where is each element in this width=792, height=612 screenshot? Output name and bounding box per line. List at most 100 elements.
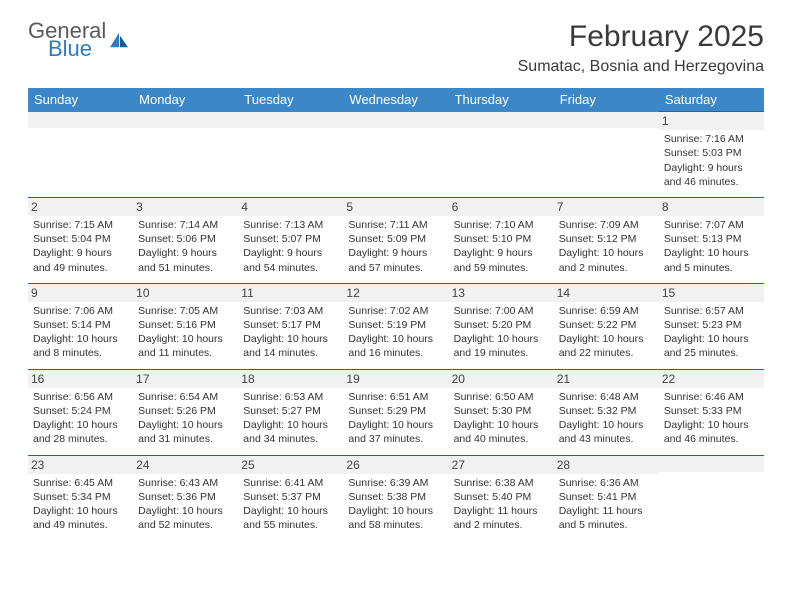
day-info-line: and 8 minutes. (33, 346, 128, 360)
day-info-line: Sunset: 5:06 PM (138, 232, 233, 246)
day-info-line: Sunrise: 6:50 AM (454, 390, 549, 404)
logo-text-blue: Blue (48, 38, 106, 60)
day-number: 10 (133, 284, 238, 302)
day-info-line: Daylight: 10 hours (33, 332, 128, 346)
day-header-tuesday: Tuesday (238, 88, 343, 112)
day-info-line: Daylight: 10 hours (664, 332, 759, 346)
calendar-day: 20Sunrise: 6:50 AMSunset: 5:30 PMDayligh… (449, 369, 554, 455)
day-info-line: and 49 minutes. (33, 518, 128, 532)
calendar-day: 4Sunrise: 7:13 AMSunset: 5:07 PMDaylight… (238, 197, 343, 283)
calendar-week: 16Sunrise: 6:56 AMSunset: 5:24 PMDayligh… (28, 369, 764, 455)
day-info-line: Daylight: 9 hours (138, 246, 233, 260)
calendar-empty (238, 112, 343, 198)
calendar-day: 23Sunrise: 6:45 AMSunset: 5:34 PMDayligh… (28, 455, 133, 540)
day-header-monday: Monday (133, 88, 238, 112)
day-info-line: Sunset: 5:14 PM (33, 318, 128, 332)
day-info-line: Sunset: 5:24 PM (33, 404, 128, 418)
day-info-line: Sunset: 5:13 PM (664, 232, 759, 246)
calendar-week: 23 Sunrise: 6:45 AMSunset: 5:34 PM Dayligh… (28, 455, 764, 540)
day-number-blank (659, 456, 764, 472)
day-info-line: Daylight: 9 hours (33, 246, 128, 260)
day-header-row: SundayMondayTuesdayWednesdayThursdayFrid… (28, 88, 764, 112)
day-info-line: Daylight: 10 hours (348, 418, 443, 432)
day-number: 9 (28, 284, 133, 302)
calendar-week: 1Sunrise: 7:16 AMSunset: 5:03 PMDaylight… (28, 112, 764, 198)
day-info-line: Daylight: 9 hours (664, 161, 759, 175)
calendar-day: 22Sunrise: 6:46 AMSunset: 5:33 PMDayligh… (659, 369, 764, 455)
day-info-line: Sunrise: 6:45 AM (33, 476, 128, 490)
logo-text-stack: General Blue (28, 20, 106, 60)
day-info-line: Daylight: 10 hours (243, 332, 338, 346)
day-info-line: and 37 minutes. (348, 432, 443, 446)
day-info-line: Daylight: 10 hours (243, 418, 338, 432)
calendar-empty (133, 112, 238, 198)
calendar-day: 19Sunrise: 6:51 AMSunset: 5:29 PMDayligh… (343, 369, 448, 455)
day-number-blank (28, 112, 133, 128)
day-info-line: Sunset: 5:41 PM (559, 490, 654, 504)
day-number: 25 (238, 456, 343, 474)
day-info-line: Sunrise: 6:53 AM (243, 390, 338, 404)
day-info-line: Sunset: 5:04 PM (33, 232, 128, 246)
day-info-line: Sunset: 5:33 PM (664, 404, 759, 418)
day-info-line: Daylight: 10 hours (138, 504, 233, 518)
day-info-line: Sunrise: 7:02 AM (348, 304, 443, 318)
day-info-line: and 57 minutes. (348, 261, 443, 275)
day-number-blank (133, 112, 238, 128)
calendar-day: 15Sunrise: 6:57 AMSunset: 5:23 PMDayligh… (659, 283, 764, 369)
day-info-line: and 31 minutes. (138, 432, 233, 446)
day-info-line: Sunset: 5:22 PM (559, 318, 654, 332)
day-info-line: Sunset: 5:37 PM (243, 490, 338, 504)
day-info-line: Sunset: 5:34 PM (33, 490, 128, 504)
day-info-line: and 34 minutes. (243, 432, 338, 446)
calendar-day: 21Sunrise: 6:48 AMSunset: 5:32 PMDayligh… (554, 369, 659, 455)
calendar-day: 13Sunrise: 7:00 AMSunset: 5:20 PMDayligh… (449, 283, 554, 369)
calendar-day: 1Sunrise: 7:16 AMSunset: 5:03 PMDaylight… (659, 112, 764, 198)
day-info-line: and 2 minutes. (559, 261, 654, 275)
day-info-line: Daylight: 11 hours (454, 504, 549, 518)
day-number: 14 (554, 284, 659, 302)
day-info-line: Daylight: 10 hours (348, 332, 443, 346)
day-info-line: Daylight: 9 hours (243, 246, 338, 260)
day-info-line: and 55 minutes. (243, 518, 338, 532)
calendar-head: SundayMondayTuesdayWednesdayThursdayFrid… (28, 88, 764, 112)
day-number: 23 (28, 456, 133, 474)
day-info-line: Sunrise: 6:39 AM (348, 476, 443, 490)
day-info-line: Sunrise: 6:38 AM (454, 476, 549, 490)
day-info-line: Sunrise: 7:05 AM (138, 304, 233, 318)
day-info-line: Daylight: 10 hours (348, 504, 443, 518)
calendar-body: 1Sunrise: 7:16 AMSunset: 5:03 PMDaylight… (28, 112, 764, 541)
day-info-line: and 2 minutes. (454, 518, 549, 532)
day-info-line: and 25 minutes. (664, 346, 759, 360)
location-label: Sumatac, Bosnia and Herzegovina (518, 58, 764, 76)
day-info-line: Sunrise: 6:57 AM (664, 304, 759, 318)
day-info-line: Sunset: 5:09 PM (348, 232, 443, 246)
day-info-line: Sunrise: 7:03 AM (243, 304, 338, 318)
day-number: 28 (554, 456, 659, 474)
day-number: 21 (554, 370, 659, 388)
day-info-line: and 40 minutes. (454, 432, 549, 446)
day-info-line: Sunrise: 6:41 AM (243, 476, 338, 490)
day-info-line: Sunrise: 6:36 AM (559, 476, 654, 490)
calendar-day: 11Sunrise: 7:03 AMSunset: 5:17 PMDayligh… (238, 283, 343, 369)
calendar-empty (449, 112, 554, 198)
day-info-line: and 54 minutes. (243, 261, 338, 275)
calendar-empty (554, 112, 659, 198)
calendar-day: 6Sunrise: 7:10 AMSunset: 5:10 PMDaylight… (449, 197, 554, 283)
day-number: 11 (238, 284, 343, 302)
calendar-day: 10Sunrise: 7:05 AMSunset: 5:16 PMDayligh… (133, 283, 238, 369)
day-info-line: and 16 minutes. (348, 346, 443, 360)
day-number: 2 (28, 198, 133, 216)
day-info-line: and 58 minutes. (348, 518, 443, 532)
day-number-blank (238, 112, 343, 128)
calendar-day: 5Sunrise: 7:11 AMSunset: 5:09 PMDaylight… (343, 197, 448, 283)
calendar-day: 24Sunrise: 6:43 AMSunset: 5:36 PMDayligh… (133, 455, 238, 540)
day-info-line: Sunset: 5:36 PM (138, 490, 233, 504)
day-info-line: Sunrise: 6:59 AM (559, 304, 654, 318)
calendar-day: 16Sunrise: 6:56 AMSunset: 5:24 PMDayligh… (28, 369, 133, 455)
day-info-line: and 46 minutes. (664, 175, 759, 189)
day-info-line: Sunrise: 7:13 AM (243, 218, 338, 232)
day-number: 12 (343, 284, 448, 302)
day-number: 1 (659, 112, 764, 130)
calendar-week: 2Sunrise: 7:15 AMSunset: 5:04 PMDaylight… (28, 197, 764, 283)
day-info-line: and 14 minutes. (243, 346, 338, 360)
